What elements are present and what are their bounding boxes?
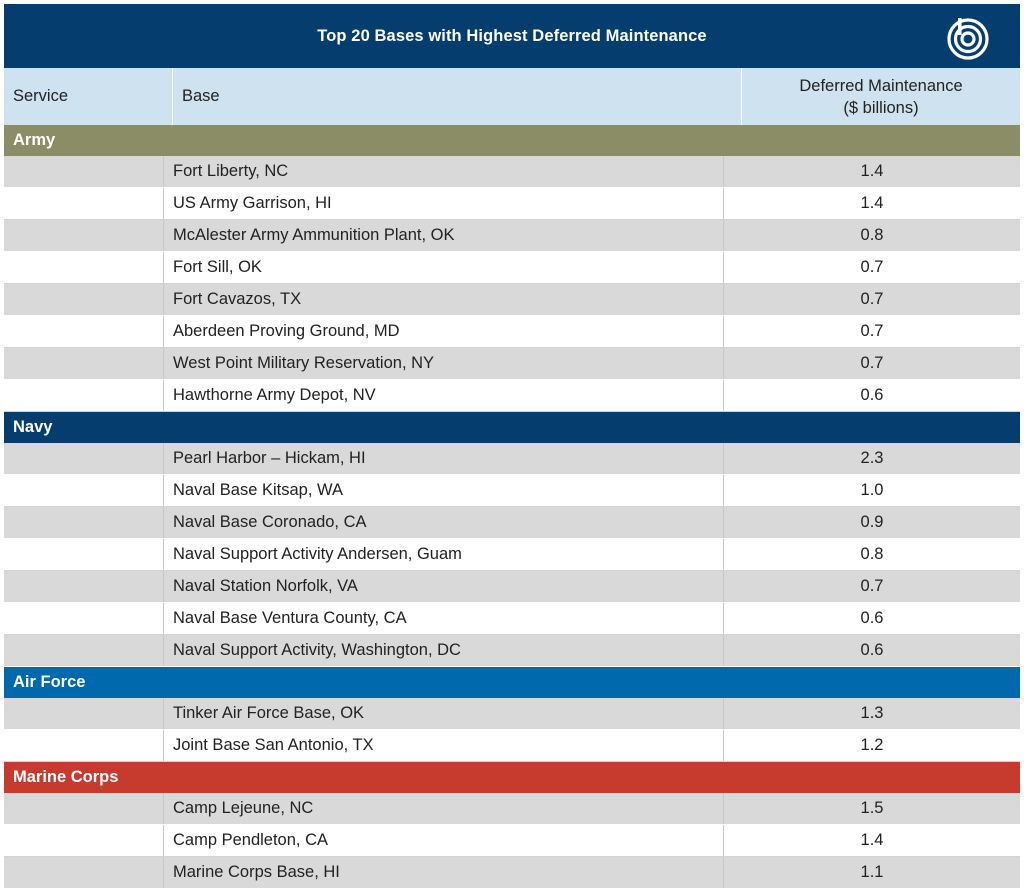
service-cell bbox=[4, 603, 164, 634]
value-cell: 1.4 bbox=[860, 831, 884, 849]
base-cell: McAlester Army Ammunition Plant, OK bbox=[164, 220, 724, 251]
service-cell bbox=[4, 348, 164, 379]
value-cell: 0.7 bbox=[860, 354, 884, 372]
value-cell: 0.6 bbox=[860, 641, 884, 659]
group-header-army: Army bbox=[4, 125, 1020, 156]
table-body: Army Fort Liberty, NC 1.4 US Army Garrison,… bbox=[4, 125, 1020, 889]
base-cell: Hawthorne Army Depot, NV bbox=[164, 380, 724, 411]
service-cell bbox=[4, 698, 164, 729]
base-cell: Camp Pendleton, CA bbox=[164, 825, 724, 856]
base-cell: Fort Liberty, NC bbox=[164, 156, 724, 187]
service-cell bbox=[4, 475, 164, 506]
base-cell: Naval Support Activity Andersen, Guam bbox=[164, 539, 724, 570]
base-cell: Pearl Harbor – Hickam, HI bbox=[164, 443, 724, 474]
table-title: Top 20 Bases with Highest Deferred Maint… bbox=[317, 26, 707, 45]
table-row: Aberdeen Proving Ground, MD 0.7 bbox=[4, 316, 1020, 348]
base-cell: West Point Military Reservation, NY bbox=[164, 348, 724, 379]
table-row: Hawthorne Army Depot, NV 0.6 bbox=[4, 380, 1020, 412]
service-cell bbox=[4, 793, 164, 824]
base-cell: Marine Corps Base, HI bbox=[164, 857, 724, 888]
table-row: Naval Base Coronado, CA 0.9 bbox=[4, 507, 1020, 539]
table-row: Naval Support Activity, Washington, DC 0.… bbox=[4, 635, 1020, 667]
table-row: West Point Military Reservation, NY 0.7 bbox=[4, 348, 1020, 380]
value-cell: 0.8 bbox=[860, 545, 884, 563]
table-row: Naval Support Activity Andersen, Guam 0.8 bbox=[4, 539, 1020, 571]
table-title-bar: Top 20 Bases with Highest Deferred Maint… bbox=[4, 4, 1020, 68]
service-cell bbox=[4, 220, 164, 251]
base-cell: Aberdeen Proving Ground, MD bbox=[164, 316, 724, 347]
base-cell: Fort Cavazos, TX bbox=[164, 284, 724, 315]
service-cell bbox=[4, 188, 164, 219]
service-cell bbox=[4, 443, 164, 474]
service-cell bbox=[4, 156, 164, 187]
value-cell: 0.9 bbox=[860, 513, 884, 531]
table-row: US Army Garrison, HI 1.4 bbox=[4, 188, 1020, 220]
table-row: Naval Station Norfolk, VA 0.7 bbox=[4, 571, 1020, 603]
service-cell bbox=[4, 284, 164, 315]
group-header-air-force: Air Force bbox=[4, 667, 1020, 698]
table-row: Marine Corps Base, HI 1.1 bbox=[4, 857, 1020, 889]
table-row: Naval Base Ventura County, CA 0.6 bbox=[4, 603, 1020, 635]
service-cell bbox=[4, 571, 164, 602]
value-cell: 0.7 bbox=[860, 258, 884, 276]
table-row: McAlester Army Ammunition Plant, OK 0.8 bbox=[4, 220, 1020, 252]
table-row: Pearl Harbor – Hickam, HI 2.3 bbox=[4, 443, 1020, 475]
table-row: Camp Pendleton, CA 1.4 bbox=[4, 825, 1020, 857]
column-header-service: Service bbox=[4, 68, 173, 125]
value-cell: 1.3 bbox=[860, 704, 884, 722]
base-cell: Joint Base San Antonio, TX bbox=[164, 730, 724, 761]
base-cell: Naval Base Ventura County, CA bbox=[164, 603, 724, 634]
value-cell: 0.6 bbox=[860, 386, 884, 404]
base-cell: Naval Base Kitsap, WA bbox=[164, 475, 724, 506]
service-cell bbox=[4, 825, 164, 856]
group-header-navy: Navy bbox=[4, 412, 1020, 443]
concentric-circles-logo-icon bbox=[947, 18, 989, 60]
value-cell: 1.1 bbox=[860, 863, 884, 881]
base-cell: Naval Station Norfolk, VA bbox=[164, 571, 724, 602]
value-cell: 1.5 bbox=[860, 799, 884, 817]
table-row: Fort Liberty, NC 1.4 bbox=[4, 156, 1020, 188]
value-cell: 0.7 bbox=[860, 577, 884, 595]
value-cell: 1.4 bbox=[860, 194, 884, 212]
service-cell bbox=[4, 252, 164, 283]
column-header-deferred-maintenance: Deferred Maintenance ($ billions) bbox=[742, 68, 1020, 125]
value-cell: 1.4 bbox=[860, 162, 884, 180]
service-cell bbox=[4, 635, 164, 666]
base-cell: Camp Lejeune, NC bbox=[164, 793, 724, 824]
service-cell bbox=[4, 857, 164, 888]
value-cell: 0.6 bbox=[860, 609, 884, 627]
service-cell bbox=[4, 507, 164, 538]
base-cell: US Army Garrison, HI bbox=[164, 188, 724, 219]
service-cell bbox=[4, 316, 164, 347]
column-header-row: Service Base Deferred Maintenance ($ bil… bbox=[4, 68, 1020, 125]
value-cell: 2.3 bbox=[860, 449, 884, 467]
deferred-maintenance-table: Top 20 Bases with Highest Deferred Maint… bbox=[4, 4, 1020, 889]
group-header-marine-corps: Marine Corps bbox=[4, 762, 1020, 793]
table-row: Naval Base Kitsap, WA 1.0 bbox=[4, 475, 1020, 507]
value-cell: 0.8 bbox=[860, 226, 884, 244]
table-row: Joint Base San Antonio, TX 1.2 bbox=[4, 730, 1020, 762]
table-row: Camp Lejeune, NC 1.5 bbox=[4, 793, 1020, 825]
table-row: Fort Sill, OK 0.7 bbox=[4, 252, 1020, 284]
value-cell: 0.7 bbox=[860, 322, 884, 340]
base-cell: Naval Support Activity, Washington, DC bbox=[164, 635, 724, 666]
column-header-value-line2: ($ billions) bbox=[843, 98, 919, 117]
base-cell: Tinker Air Force Base, OK bbox=[164, 698, 724, 729]
column-header-base: Base bbox=[173, 68, 742, 125]
value-cell: 1.2 bbox=[860, 736, 884, 754]
table-row: Tinker Air Force Base, OK 1.3 bbox=[4, 698, 1020, 730]
base-cell: Fort Sill, OK bbox=[164, 252, 724, 283]
column-header-value-line1: Deferred Maintenance bbox=[799, 76, 963, 95]
base-cell: Naval Base Coronado, CA bbox=[164, 507, 724, 538]
value-cell: 1.0 bbox=[860, 481, 884, 499]
table-row: Fort Cavazos, TX 0.7 bbox=[4, 284, 1020, 316]
service-cell bbox=[4, 730, 164, 761]
value-cell: 0.7 bbox=[860, 290, 884, 308]
service-cell bbox=[4, 380, 164, 411]
service-cell bbox=[4, 539, 164, 570]
